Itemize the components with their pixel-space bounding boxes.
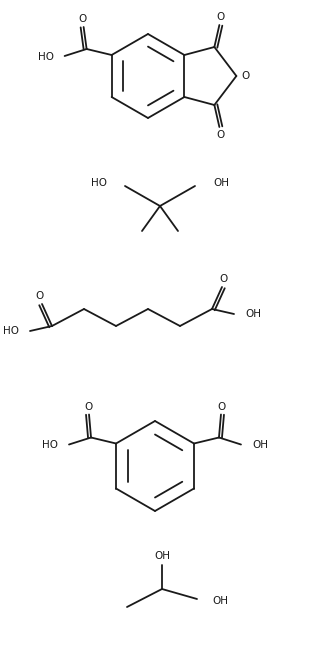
Text: HO: HO (42, 441, 58, 450)
Text: HO: HO (38, 52, 53, 62)
Text: O: O (216, 12, 225, 22)
Text: OH: OH (154, 551, 170, 561)
Text: O: O (218, 402, 226, 411)
Text: OH: OH (245, 309, 261, 319)
Text: OH: OH (213, 178, 229, 188)
Text: O: O (220, 274, 228, 284)
Text: O: O (84, 402, 92, 411)
Text: OH: OH (212, 596, 228, 606)
Text: O: O (78, 14, 87, 24)
Text: O: O (216, 130, 225, 140)
Text: O: O (241, 71, 249, 81)
Text: HO: HO (91, 178, 107, 188)
Text: O: O (36, 291, 44, 301)
Text: HO: HO (3, 326, 19, 336)
Text: OH: OH (252, 441, 268, 450)
